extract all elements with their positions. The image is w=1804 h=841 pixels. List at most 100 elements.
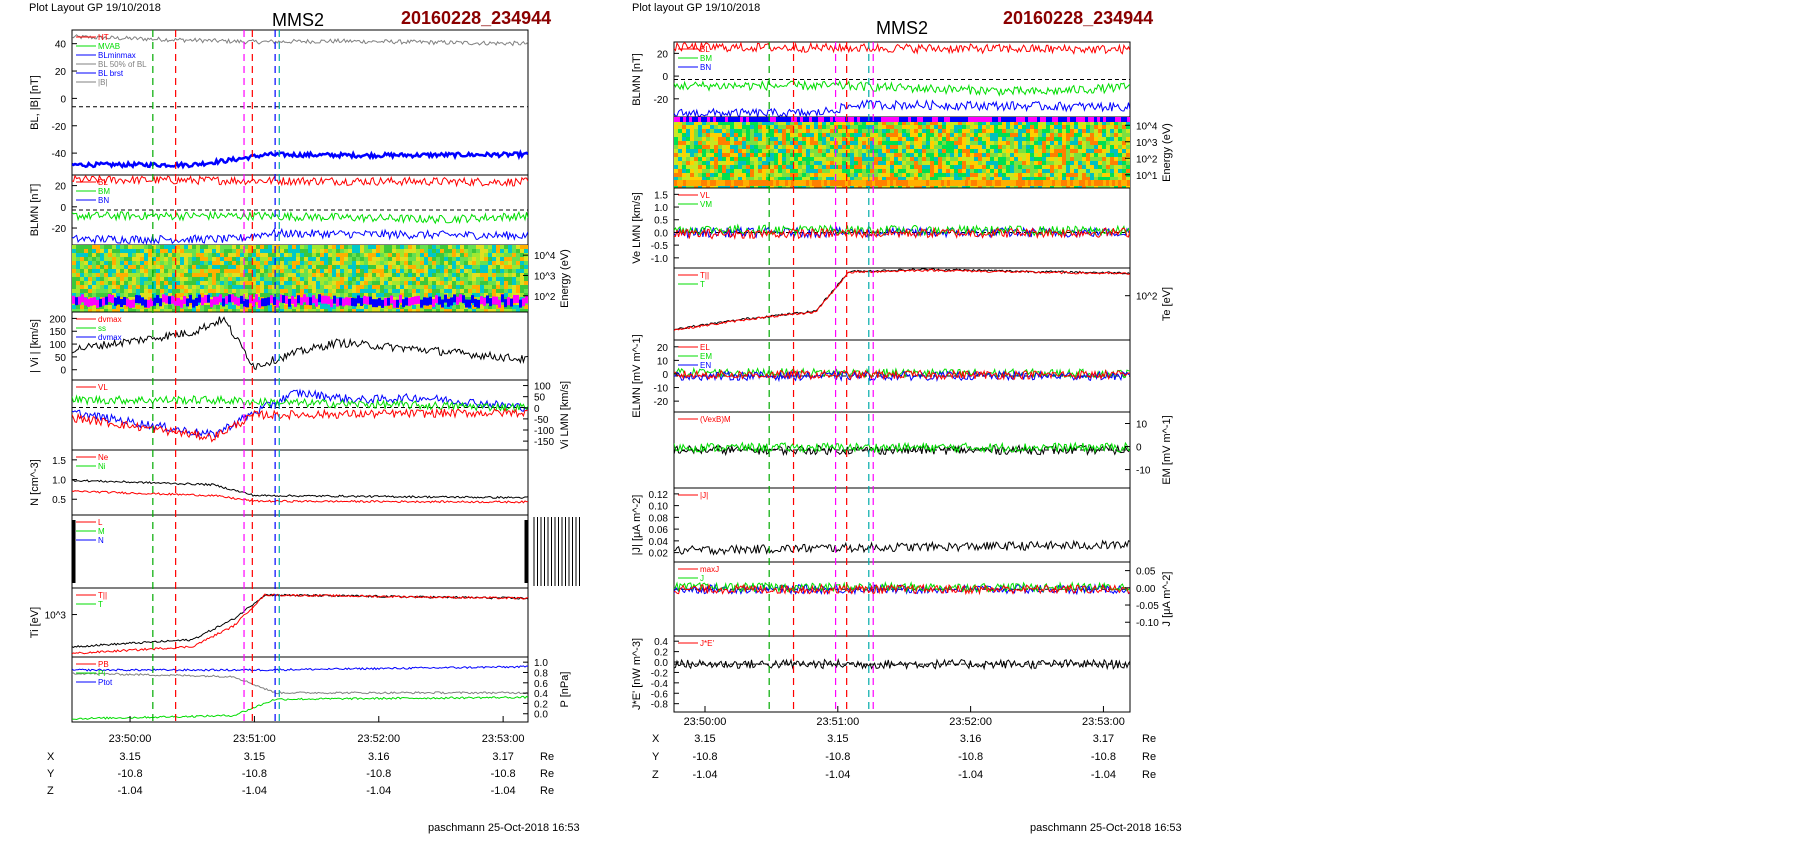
spectrogram-cell — [212, 245, 216, 249]
spectrogram-cell — [994, 145, 998, 149]
spectrogram-cell — [296, 281, 300, 285]
spectrogram-cell — [276, 245, 280, 249]
spectrogram-cell — [982, 157, 986, 161]
spectrogram-cell — [886, 141, 890, 145]
spectrogram-cell — [392, 289, 396, 293]
spectrogram-cell — [316, 249, 320, 253]
spectrogram-cell — [886, 133, 890, 137]
spectrogram-cell — [424, 277, 428, 281]
spectrogram-cell — [738, 141, 742, 145]
spectrogram-cell — [926, 157, 930, 161]
spectrogram-cell — [878, 121, 882, 125]
spectrogram-cell — [1030, 149, 1034, 153]
spectrogram-cell — [818, 145, 822, 149]
spectrogram-cell — [240, 309, 244, 312]
spectrogram-cell — [224, 257, 228, 261]
spectrogram-cell — [926, 133, 930, 137]
spectrogram-cell — [738, 161, 742, 165]
spectrogram-cell — [734, 129, 738, 133]
spectrogram-cell — [818, 161, 822, 165]
spectrogram-cell — [794, 149, 798, 153]
ephemeris-value: 3.15 — [119, 751, 140, 763]
spectrogram-cell — [719, 180, 722, 186]
spectrogram-cell — [264, 257, 268, 261]
spectrogram-cell — [376, 273, 380, 277]
spectrogram-cell — [902, 149, 906, 153]
spectrogram-cell — [180, 297, 184, 301]
spectrogram-cell — [492, 253, 496, 257]
spectrogram-cell — [722, 185, 726, 188]
spectrogram-cell — [1118, 180, 1121, 186]
spectrogram-cell — [156, 305, 160, 309]
spectrogram-cell — [750, 153, 754, 157]
spectrogram-cell — [938, 153, 942, 157]
spectrogram-cell — [894, 173, 898, 177]
spectrogram-cell — [838, 161, 842, 165]
spectrogram-cell — [1030, 153, 1034, 157]
spectrogram-cell — [96, 309, 100, 312]
spectrogram-cell — [508, 285, 512, 289]
spectrogram-cell — [88, 265, 92, 269]
spectrogram-cell — [1086, 185, 1090, 188]
spectrogram-cell — [686, 185, 690, 188]
spectrogram-cell — [742, 157, 746, 161]
spectrogram-cell — [1054, 165, 1058, 169]
series-line-T — [72, 593, 528, 648]
spectrogram-cell — [216, 257, 220, 261]
spectrogram-cell — [774, 145, 778, 149]
spectrogram-cell — [730, 129, 734, 133]
spectrogram-cell — [854, 133, 858, 137]
spectrogram-cell — [436, 245, 440, 249]
spectrogram-cell — [1054, 129, 1058, 133]
spectrogram-cell — [798, 145, 802, 149]
spectrogram-cell — [1106, 161, 1110, 165]
spectrogram-cell — [480, 257, 484, 261]
panel-plot-area — [674, 42, 1130, 117]
legend-label: HT — [98, 33, 109, 42]
spectrogram-cell — [428, 285, 432, 289]
spectrogram-cell — [826, 141, 830, 145]
spectrogram-cell — [846, 173, 850, 177]
spectrogram-cell — [440, 277, 444, 281]
spectrogram-cell — [1014, 133, 1018, 137]
spectrogram-cell — [990, 145, 994, 149]
spectrogram-cell — [1049, 117, 1052, 122]
spectrogram-cell — [472, 289, 476, 293]
spectrogram-cell — [272, 245, 276, 249]
spectrogram-cell — [858, 157, 862, 161]
spectrogram-cell — [854, 149, 858, 153]
spectrogram-cell — [204, 305, 208, 309]
spectrogram-cell — [830, 133, 834, 137]
spectrogram-cell — [842, 180, 845, 186]
spectrogram-cell — [738, 133, 742, 137]
spectrogram-cell — [794, 121, 798, 125]
spectrogram-cell — [863, 180, 866, 186]
spectrogram-cell — [818, 153, 822, 157]
spectrogram-cell — [96, 299, 99, 308]
spectrogram-cell — [448, 249, 452, 253]
spectrogram-cell — [786, 161, 790, 165]
spectrogram-cell — [1014, 161, 1018, 165]
spectrogram-cell — [160, 305, 164, 309]
spectrogram-cell — [1122, 165, 1126, 169]
spectrogram-cell — [268, 261, 272, 265]
spectrogram-cell — [420, 253, 424, 257]
spectrogram-cell — [248, 253, 252, 257]
spectrogram-cell — [882, 169, 886, 173]
spectrogram-cell — [216, 289, 220, 293]
spectrogram-cell — [706, 137, 710, 141]
spectrogram-cell — [878, 153, 882, 157]
spectrogram-cell — [128, 281, 132, 285]
spectrogram-cell — [284, 289, 288, 293]
spectrogram-cell — [132, 309, 136, 312]
spectrogram-cell — [678, 149, 682, 153]
spectrogram-cell — [750, 141, 754, 145]
spectrogram-cell — [316, 273, 320, 277]
panel-em: 100-10 EM [mV m^-1](VexB)M — [673, 411, 1173, 489]
spectrogram-cell — [850, 177, 854, 181]
spectrogram-cell — [324, 249, 328, 253]
spectrogram-cell — [180, 289, 184, 293]
spectrogram-cell — [898, 153, 902, 157]
spectrogram-cell — [284, 305, 288, 309]
spectrogram-cell — [850, 185, 854, 188]
